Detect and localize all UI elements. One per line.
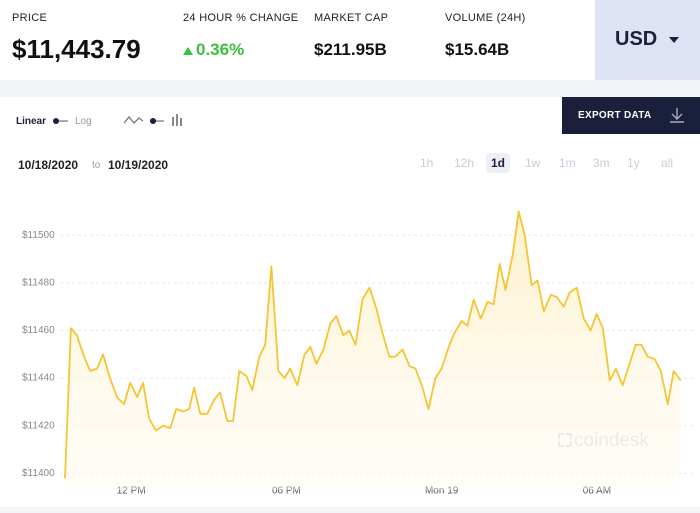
linear-toggle[interactable]: Linear	[16, 116, 47, 127]
range-button[interactable]: 3m	[593, 156, 610, 170]
log-toggle[interactable]: Log	[75, 116, 92, 127]
range-buttons: 1h 12h 1d 1w 1m 3m 1y all	[418, 153, 688, 177]
y-tick-label: $11400	[22, 468, 55, 479]
cap: $211.95B	[314, 40, 387, 59]
chart-type-switch[interactable]	[123, 113, 185, 129]
x-tick-label: 06 PM	[272, 486, 301, 497]
volume-label: VOLUME (24H)	[445, 12, 526, 24]
cap-label: MARKET CAP	[314, 12, 389, 24]
y-tick-label: $11480	[22, 277, 55, 288]
currency-select[interactable]: USD	[595, 0, 700, 80]
volume: $15.64B	[445, 40, 510, 59]
range-button[interactable]: 1d	[486, 153, 511, 173]
date-from[interactable]: 10/18/2020	[18, 158, 79, 172]
change: 0.36%	[196, 40, 245, 59]
header	[0, 0, 595, 80]
x-tick-label: 12 PM	[117, 486, 146, 497]
area-fill	[65, 211, 681, 490]
currency: USD	[615, 28, 658, 50]
up-arrow	[183, 47, 193, 55]
range-button[interactable]: 1h	[420, 156, 434, 170]
change-label: 24 HOUR % CHANGE	[183, 12, 299, 24]
range-button[interactable]: 1m	[559, 156, 576, 170]
export-label: EXPORT DATA	[578, 110, 652, 121]
price-label: PRICE	[12, 12, 48, 24]
date-to-word: to	[92, 160, 101, 171]
range-button[interactable]: 12h	[454, 156, 475, 170]
range-button[interactable]: all	[661, 156, 674, 170]
y-tick-label: $11500	[22, 230, 55, 241]
download-icon	[670, 108, 684, 123]
price: $11,443.79	[12, 34, 141, 64]
y-tick-label: $11420	[22, 420, 55, 431]
date-to[interactable]: 10/19/2020	[108, 158, 169, 172]
x-tick-label: 06 AM	[583, 486, 611, 497]
price-line	[64, 210, 682, 479]
x-tick-label: Mon 19	[425, 486, 459, 497]
y-tick-label: $11440	[22, 373, 55, 384]
export-button[interactable]: EXPORT DATA	[562, 97, 700, 134]
y-tick-label: $11460	[22, 325, 55, 336]
range-button[interactable]: 1y	[627, 156, 640, 170]
scale-switch[interactable]	[52, 117, 70, 125]
caret	[669, 37, 679, 43]
range-button[interactable]: 1w	[525, 156, 541, 170]
